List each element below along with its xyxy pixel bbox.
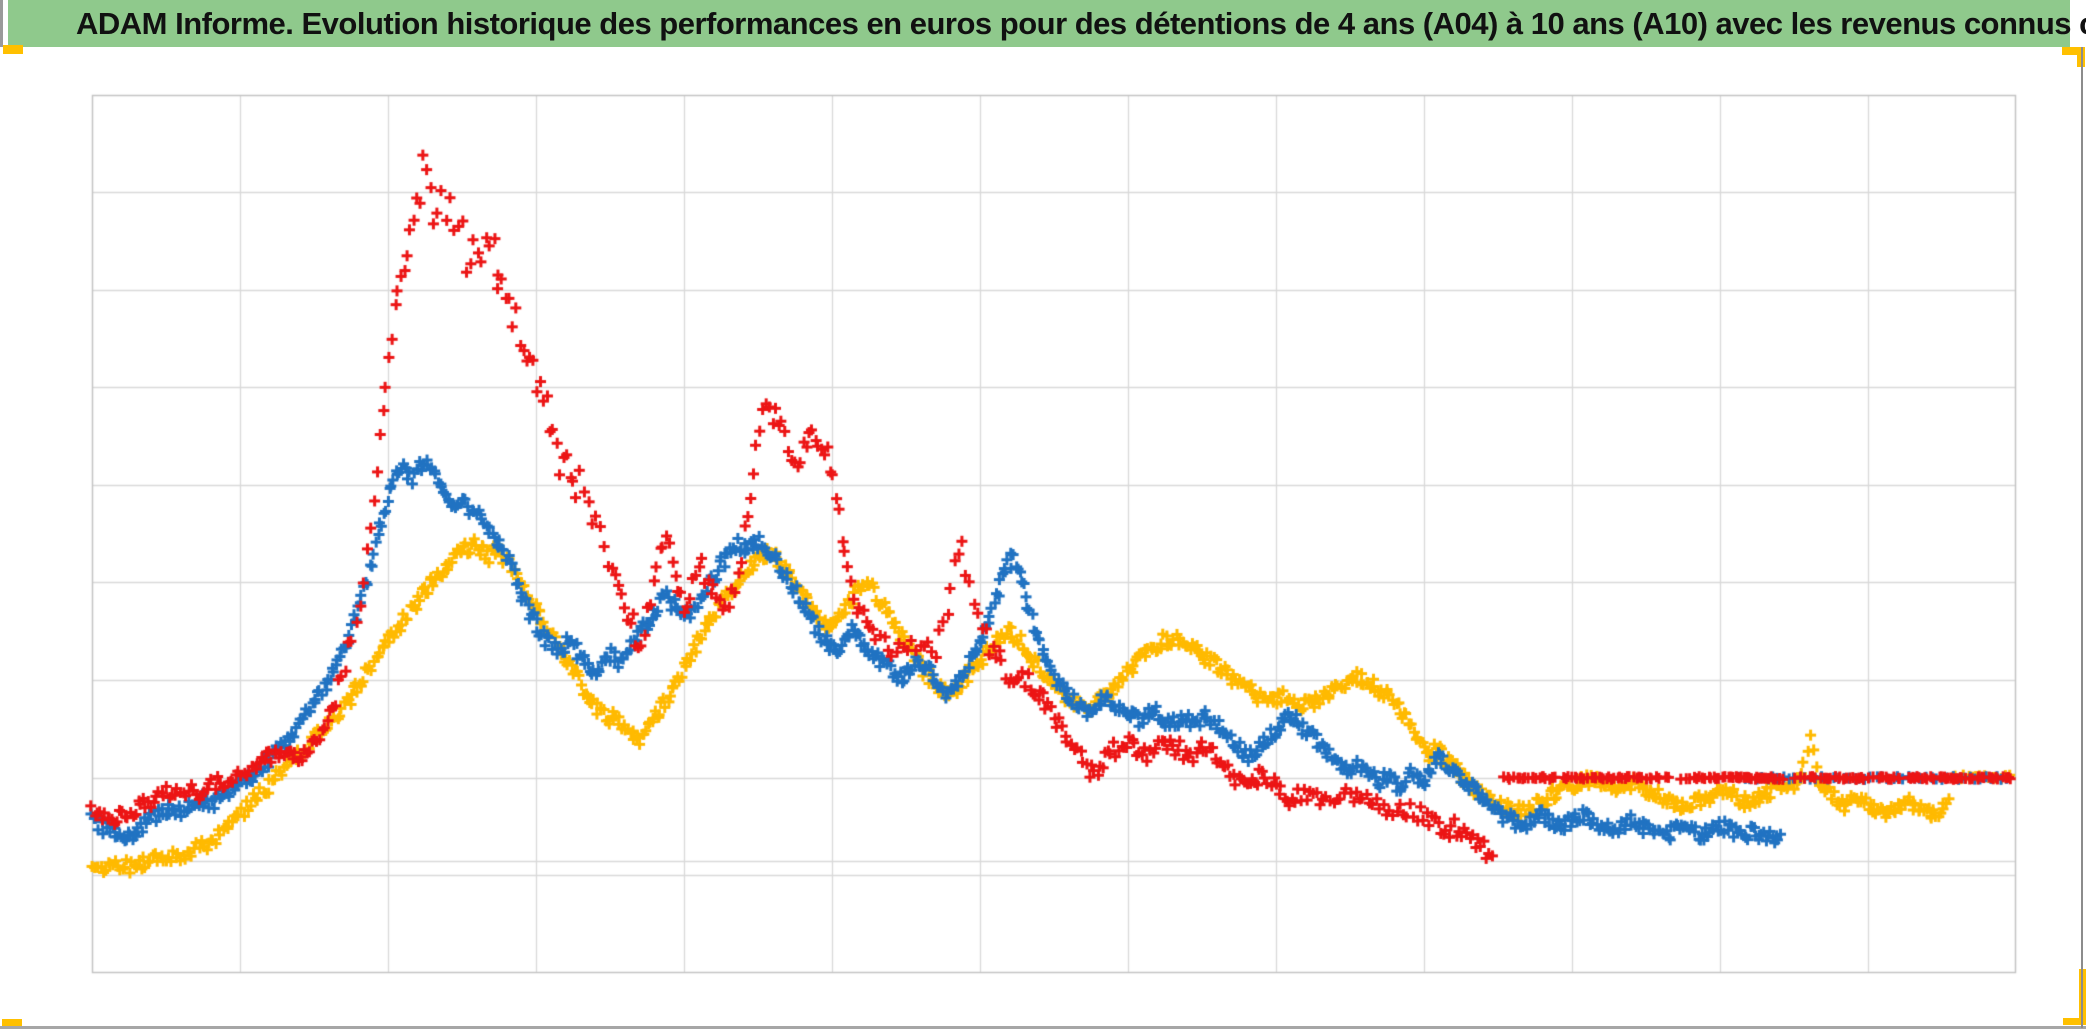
screen-bottom-edge-line — [0, 1026, 2086, 1029]
page-title: ADAM Informe. Evolution historique des p… — [76, 5, 2086, 41]
region-corner-mark-top-left — [3, 45, 23, 54]
region-corner-mark-bottom-left — [2, 1019, 22, 1028]
left-edge-sliver — [0, 0, 3, 47]
screen-right-edge-line — [2081, 47, 2083, 1028]
title-banner: ADAM Informe. Evolution historique des p… — [8, 0, 2086, 47]
